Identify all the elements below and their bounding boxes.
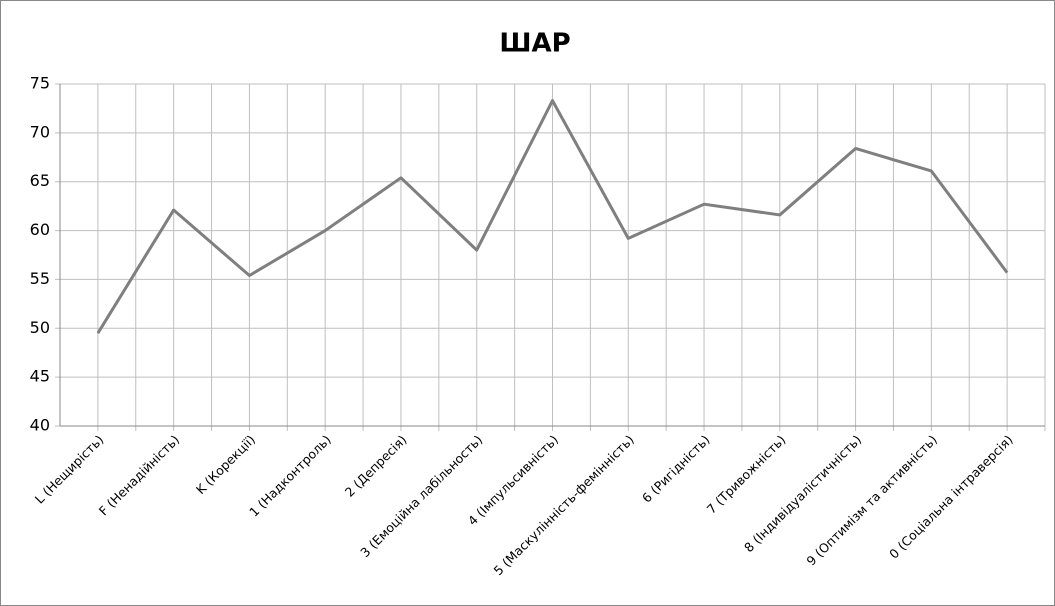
y-tick-label: 55 [30,269,50,288]
y-tick-label: 45 [30,367,50,386]
y-tick-label: 70 [30,122,50,141]
chart-title: ШАР [499,29,570,59]
y-tick-label: 40 [30,416,50,435]
line [96,99,1009,334]
y-tick-label: 65 [30,171,50,190]
y-tick-label: 50 [30,318,50,337]
y-tick-label: 60 [30,220,50,239]
y-tick-label: 75 [30,74,50,93]
